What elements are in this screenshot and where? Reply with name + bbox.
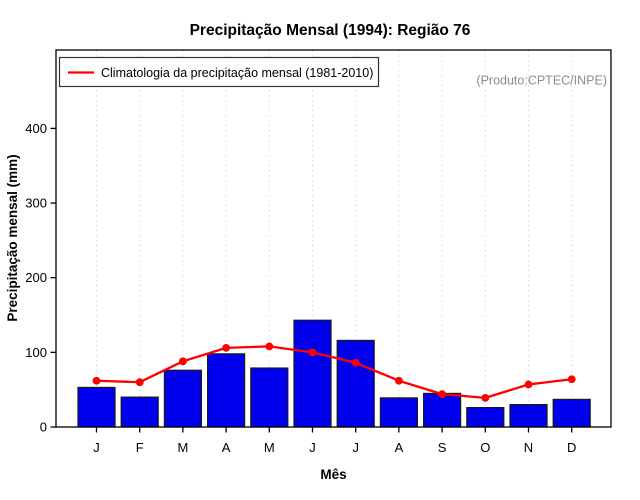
y-axis-title: Precipitação mensal (mm) (5, 154, 20, 321)
climatology-point-3 (222, 343, 231, 352)
x-tick-label: F (136, 440, 144, 455)
climatology-point-8 (438, 390, 446, 399)
bar-M-4 (250, 367, 289, 428)
climatology-point-5 (308, 348, 317, 357)
bar-D-11 (552, 398, 591, 428)
x-tick-label: D (567, 440, 576, 455)
x-tick-label: N (524, 440, 533, 455)
bar-F-1 (120, 396, 159, 428)
bar-N-10 (509, 404, 548, 428)
x-tick-label: A (222, 440, 231, 455)
bar-J-5 (293, 319, 332, 428)
legend: Climatologia da precipitação mensal (198… (58, 56, 380, 88)
plot-border (55, 49, 612, 428)
legend-box (58, 56, 380, 88)
bar-A-3 (207, 353, 246, 428)
bar-J-0 (77, 386, 116, 428)
climatology-point-7 (395, 376, 403, 385)
bar-series-layer (77, 319, 591, 428)
x-tick-label: J (309, 440, 316, 455)
y-tick-label: 100 (25, 345, 47, 360)
bar-M-2 (163, 369, 202, 428)
x-axis-title: Mês (320, 467, 346, 482)
x-tick-label: O (480, 440, 490, 455)
climatology-point-9 (481, 393, 490, 402)
climatology-point-0 (92, 376, 101, 385)
bar-J-6 (336, 339, 375, 428)
y-tick-label: 400 (25, 121, 47, 136)
climatology-point-1 (135, 378, 144, 387)
climatology-point-2 (179, 357, 187, 366)
climatology-line-layer (92, 342, 576, 402)
producer-annotation: (Produto:CPTEC/INPE) (476, 74, 607, 88)
legend-label: Climatologia da precipitação mensal (198… (101, 66, 373, 80)
x-tick-label: S (438, 440, 447, 455)
climatology-line (96, 345, 572, 400)
y-tick-label: 0 (40, 420, 47, 435)
bar-O-9 (466, 406, 505, 428)
chart-title: Precipitação Mensal (1994): Região 76 (190, 22, 471, 39)
bar-S-8 (423, 392, 462, 428)
bar-A-7 (379, 397, 418, 428)
y-tick-label: 200 (25, 270, 47, 285)
x-tick-label: J (352, 440, 359, 455)
x-tick-label: M (264, 440, 275, 455)
climatology-point-6 (351, 358, 360, 367)
x-tick-label: J (93, 440, 100, 455)
climatology-point-11 (567, 375, 576, 384)
x-tick-label: M (177, 440, 188, 455)
y-tick-label: 300 (25, 196, 47, 211)
climatology-point-10 (524, 380, 533, 389)
axis-tick-layer: 0 100 200 300 400 J F M A M J J A S O N D (25, 121, 576, 455)
x-tick-label: A (395, 440, 404, 455)
climatology-point-4 (265, 342, 274, 351)
